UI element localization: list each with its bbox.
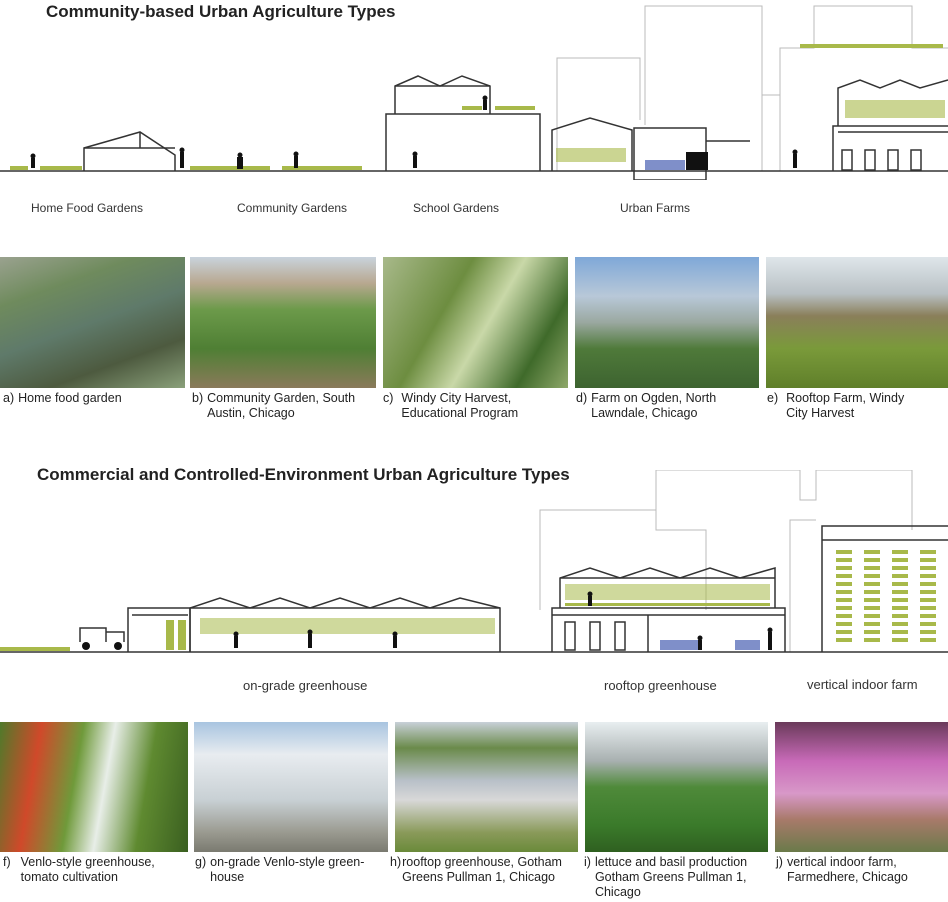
photo-rooftop-farm [766, 257, 948, 388]
grow-rack-shelf [864, 550, 880, 554]
caption-key: c) [383, 391, 394, 405]
caption-i: i) lettuce and basil production Gotham Gr… [584, 855, 774, 900]
grow-rack-shelf [920, 550, 936, 554]
grow-rack-shelf [864, 590, 880, 594]
grow-rack-shelf [836, 622, 852, 626]
label-rooftop-greenhouse: rooftop greenhouse [604, 678, 717, 693]
caption-h: h) rooftop greenhouse, Gotham Greens Pull… [390, 855, 582, 885]
caption-text: rooftop greenhouse, Gotham Greens Pullma… [402, 855, 562, 884]
grow-rack-shelf [864, 606, 880, 610]
grow-rack-shelf [836, 606, 852, 610]
grow-rack-shelf [864, 630, 880, 634]
community-section-drawing [0, 5, 948, 180]
grow-rack-shelf [892, 614, 908, 618]
grow-rack-shelf [892, 550, 908, 554]
photo-venlo-tomato [0, 722, 188, 852]
grow-rack-shelf [836, 638, 852, 642]
photo-rooftop-greenhouse-gotham [395, 722, 578, 852]
caption-d: d) Farm on Ogden, North Lawndale, Chicago [576, 391, 751, 421]
caption-j: j) vertical indoor farm, Farmedhere, Chic… [776, 855, 946, 885]
grow-rack-shelf [864, 574, 880, 578]
grow-rack-shelf [920, 606, 936, 610]
caption-g: g) on-grade Venlo-style green- house [195, 855, 387, 885]
grow-rack-shelf [836, 614, 852, 618]
label-urban-farms: Urban Farms [620, 201, 691, 215]
caption-key: a) [3, 391, 15, 405]
commercial-section-drawing [0, 470, 948, 653]
label-vertical-indoor-farm: vertical indoor farm [807, 677, 918, 692]
photo-windy-city-harvest-educational [383, 257, 568, 388]
grow-rack-shelf [836, 630, 852, 634]
label-school-gardens: School Gardens [413, 201, 500, 215]
caption-f: f) Venlo-style greenhouse, tomato cultiva… [3, 855, 191, 885]
grow-rack-shelf [920, 558, 936, 562]
grow-rack-shelf [920, 622, 936, 626]
grow-rack-shelf [864, 622, 880, 626]
photo-lettuce-basil [585, 722, 768, 852]
caption-key: g) [195, 855, 207, 869]
label-home-food-gardens: Home Food Gardens [31, 201, 144, 215]
grow-rack-shelf [836, 566, 852, 570]
caption-text: on-grade Venlo-style green- house [210, 855, 365, 884]
caption-text: Windy City Harvest, Educational Program [401, 391, 519, 420]
caption-key: d) [576, 391, 588, 405]
caption-text: Home food garden [18, 391, 122, 405]
caption-b: b) Community Garden, South Austin, Chicag… [192, 391, 378, 421]
grow-rack-shelf [836, 582, 852, 586]
photo-community-garden [190, 257, 376, 388]
grow-rack-shelf [920, 590, 936, 594]
caption-text: lettuce and basil production Gotham Gree… [594, 855, 748, 899]
section1-title: Community-based Urban Agriculture Types [46, 2, 396, 21]
grow-rack-shelf [892, 574, 908, 578]
grow-rack-shelf [920, 566, 936, 570]
grow-rack-shelf [892, 622, 908, 626]
caption-key: j) [776, 855, 783, 869]
grow-rack-shelf [892, 558, 908, 562]
grow-rack-shelf [864, 558, 880, 562]
grow-rack-shelf [836, 574, 852, 578]
grow-rack-shelf [892, 582, 908, 586]
caption-text: vertical indoor farm, Farmedhere, Chicag… [786, 855, 908, 884]
photo-vertical-indoor-farm [775, 722, 948, 852]
photo-on-grade-venlo [194, 722, 388, 852]
caption-key: h) [390, 855, 402, 869]
grow-rack-shelf [892, 606, 908, 610]
caption-e: e) Rooftop Farm, Windy City Harvest [767, 391, 917, 421]
grow-rack-shelf [864, 582, 880, 586]
grow-rack-shelf [920, 638, 936, 642]
caption-key: b) [192, 391, 204, 405]
caption-a: a) Home food garden [3, 391, 183, 406]
grow-rack-shelf [864, 638, 880, 642]
label-community-gardens: Community Gardens [237, 201, 348, 215]
section2-title: Commercial and Controlled-Environment Ur… [37, 465, 570, 484]
caption-key: f) [3, 855, 11, 869]
grow-rack-shelf [892, 638, 908, 642]
grow-rack-shelf [920, 614, 936, 618]
caption-text: Farm on Ogden, North Lawndale, Chicago [591, 391, 717, 420]
grow-rack-shelf [836, 558, 852, 562]
grow-rack-shelf [892, 630, 908, 634]
grow-rack-shelf [920, 598, 936, 602]
grow-rack-shelf [920, 582, 936, 586]
caption-text: Venlo-style greenhouse, tomato cultivati… [20, 855, 155, 884]
grow-rack-shelf [892, 566, 908, 570]
grow-rack-shelf [864, 598, 880, 602]
grow-rack-shelf [864, 566, 880, 570]
caption-c: c) Windy City Harvest, Educational Progra… [383, 391, 563, 421]
label-on-grade-greenhouse: on-grade greenhouse [243, 678, 368, 693]
photo-home-food-garden [0, 257, 185, 388]
grow-rack-shelf [864, 614, 880, 618]
grow-rack-shelf [892, 598, 908, 602]
photo-farm-on-ogden [575, 257, 759, 388]
caption-text: Rooftop Farm, Windy City Harvest [786, 391, 905, 420]
grow-rack-shelf [920, 630, 936, 634]
grow-rack-shelf [892, 590, 908, 594]
grow-rack-shelf [836, 550, 852, 554]
grow-rack-shelf [836, 590, 852, 594]
caption-key: e) [767, 391, 779, 405]
grow-rack-shelf [836, 598, 852, 602]
caption-text: Community Garden, South Austin, Chicago [207, 391, 356, 420]
grow-rack-shelf [920, 574, 936, 578]
caption-key: i) [584, 855, 591, 869]
